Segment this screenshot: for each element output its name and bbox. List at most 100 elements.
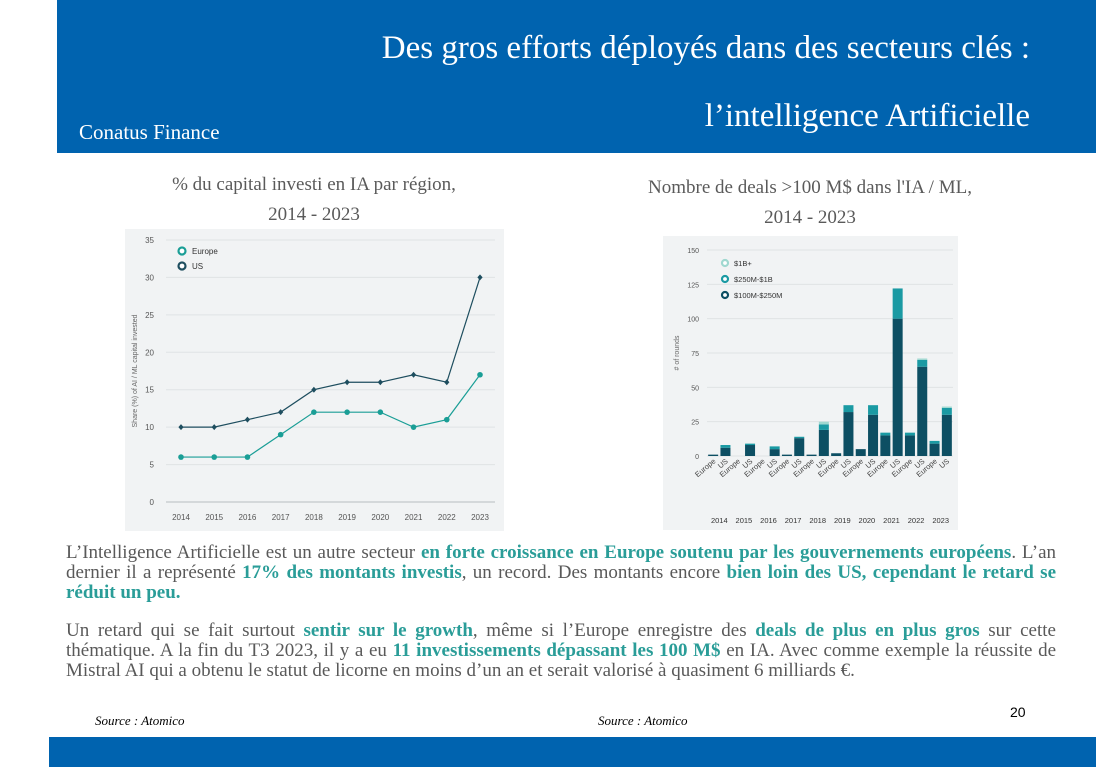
bar-segment bbox=[892, 318, 903, 456]
bar-segment bbox=[868, 414, 879, 456]
bar-segment bbox=[941, 414, 952, 456]
paragraph-2: Un retard qui se fait surtout sentir sur… bbox=[66, 621, 1056, 681]
x-tick-label: 2014 bbox=[172, 513, 190, 522]
x-tick-label: 2023 bbox=[471, 513, 489, 522]
y-tick-label: 0 bbox=[150, 498, 155, 507]
y-tick-label: 25 bbox=[691, 420, 699, 427]
y-axis-label: # of rounds bbox=[674, 335, 681, 371]
bar-segment bbox=[818, 421, 829, 425]
x-tick-label: 2021 bbox=[405, 513, 423, 522]
data-point-us bbox=[344, 379, 350, 386]
data-point-us bbox=[311, 386, 317, 393]
data-point-us bbox=[178, 424, 184, 431]
footer-bar bbox=[49, 737, 1096, 767]
right-chart-caption-line1: Nombre de deals >100 M$ dans l'IA / ML, bbox=[648, 177, 972, 198]
line-chart: 0 5 10 15 20 25 30 35 2014 2015 2016 2017 2018 2019 20… bbox=[132, 236, 495, 522]
bar-segment bbox=[868, 405, 879, 415]
bar-segment bbox=[892, 288, 903, 319]
y-tick-label: 30 bbox=[145, 273, 154, 282]
bar-segment bbox=[917, 366, 928, 456]
y-tick-label: 15 bbox=[145, 386, 154, 395]
legend-marker bbox=[177, 261, 187, 271]
bar-segment bbox=[781, 454, 792, 456]
bar-segment bbox=[929, 443, 940, 456]
legend-marker bbox=[720, 258, 730, 268]
title-banner: Des gros efforts déployés dans des secte… bbox=[57, 0, 1096, 153]
bar-segment bbox=[880, 432, 891, 436]
bar-segment bbox=[929, 440, 940, 444]
x-year-label: 2021 bbox=[883, 516, 900, 525]
bar-segment bbox=[806, 454, 817, 456]
legend-marker bbox=[720, 290, 730, 300]
bar-segment bbox=[720, 447, 731, 456]
data-point-europe bbox=[443, 416, 450, 423]
data-point-us bbox=[244, 416, 251, 423]
x-tick-label: 2016 bbox=[239, 513, 257, 522]
data-point-us bbox=[278, 409, 284, 416]
data-point-us bbox=[477, 274, 483, 281]
highlight-text: bien loin des US, cependant le retard se… bbox=[66, 562, 1057, 603]
body-text-run: en IA. Avec comme exemple la réussite de… bbox=[66, 640, 1056, 681]
highlight-text: 17% des montants investis bbox=[242, 562, 462, 583]
right-chart-caption: Nombre de deals >100 M$ dans l'IA / ML, … bbox=[590, 173, 1030, 233]
left-chart-caption-line1: % du capital investi en IA par région, bbox=[172, 174, 456, 195]
bar-segment bbox=[843, 412, 854, 456]
bar-segment bbox=[708, 454, 719, 456]
bar-segment bbox=[917, 358, 928, 360]
body-text-run: Un retard qui se fait surtout bbox=[66, 620, 304, 641]
y-tick-label: 10 bbox=[145, 423, 154, 432]
bar-segment bbox=[769, 446, 780, 450]
data-point-europe bbox=[377, 409, 384, 415]
x-year-label: 2016 bbox=[760, 516, 777, 525]
left-chart-caption: % du capital investi en IA par région, 2… bbox=[100, 170, 528, 230]
x-year-label: 2015 bbox=[736, 516, 753, 525]
data-point-europe bbox=[211, 454, 218, 460]
body-text-run: sur cette thématique. A la fin du T3 202… bbox=[66, 620, 1056, 661]
left-chart-caption-line2: 2014 - 2023 bbox=[268, 204, 360, 225]
bar-segment bbox=[818, 429, 829, 456]
bar-segment bbox=[745, 445, 756, 456]
data-point-europe bbox=[477, 371, 483, 378]
series-line-europe bbox=[181, 374, 481, 458]
page-number: 20 bbox=[1010, 704, 1026, 720]
y-tick-label: 75 bbox=[691, 351, 699, 358]
legend-label: $250M-$1B bbox=[734, 275, 773, 284]
body-text-run: , même si l’Europe enregistre des bbox=[472, 620, 756, 641]
data-point-europe bbox=[410, 424, 417, 430]
data-point-us bbox=[410, 371, 417, 378]
x-year-label: 2018 bbox=[809, 516, 826, 525]
data-point-us bbox=[377, 379, 383, 386]
bar-segment bbox=[831, 453, 842, 456]
data-point-europe bbox=[244, 454, 251, 460]
x-tick-label: 2019 bbox=[338, 513, 356, 522]
data-point-europe bbox=[277, 431, 284, 438]
x-tick-label: 2020 bbox=[371, 513, 389, 522]
bar-segment bbox=[745, 443, 756, 446]
right-chart-source: Source : Atomico bbox=[598, 713, 688, 728]
bar-segment bbox=[904, 432, 915, 436]
highlight-text: 11 investissements dépassant les 100 M$ bbox=[392, 640, 721, 661]
body-text-run: , un record. Des montants encore bbox=[461, 562, 727, 583]
highlight-text: sentir sur le growth bbox=[303, 620, 473, 641]
y-tick-label: 125 bbox=[687, 282, 699, 289]
x-year-label: 2017 bbox=[785, 516, 802, 525]
y-tick-label: 150 bbox=[687, 248, 699, 255]
bar-segment bbox=[904, 435, 915, 456]
highlight-text: deals de plus en plus gros bbox=[755, 620, 980, 641]
legend-label: US bbox=[192, 262, 203, 271]
y-tick-label: 50 bbox=[691, 385, 699, 392]
bar-segment bbox=[720, 445, 731, 448]
data-point-europe bbox=[178, 454, 184, 460]
highlight-text: en forte croissance en Europe soutenu pa… bbox=[420, 542, 1012, 563]
y-tick-label: 0 bbox=[695, 454, 699, 461]
brand-name: Conatus Finance bbox=[79, 120, 220, 144]
bar-segment bbox=[794, 438, 805, 456]
data-point-us bbox=[444, 379, 450, 386]
line-chart-panel: 0 5 10 15 20 25 30 35 2014 2015 2016 2017 2018 2019 20… bbox=[125, 229, 504, 531]
x-year-label: 2022 bbox=[908, 516, 925, 525]
y-axis-label: Share (%) of AI / ML capital invested bbox=[132, 314, 139, 427]
paragraph-1: L’Intelligence Artificielle est un autre… bbox=[66, 543, 1056, 603]
y-tick-label: 5 bbox=[150, 461, 155, 470]
legend-label: Europe bbox=[192, 247, 218, 256]
